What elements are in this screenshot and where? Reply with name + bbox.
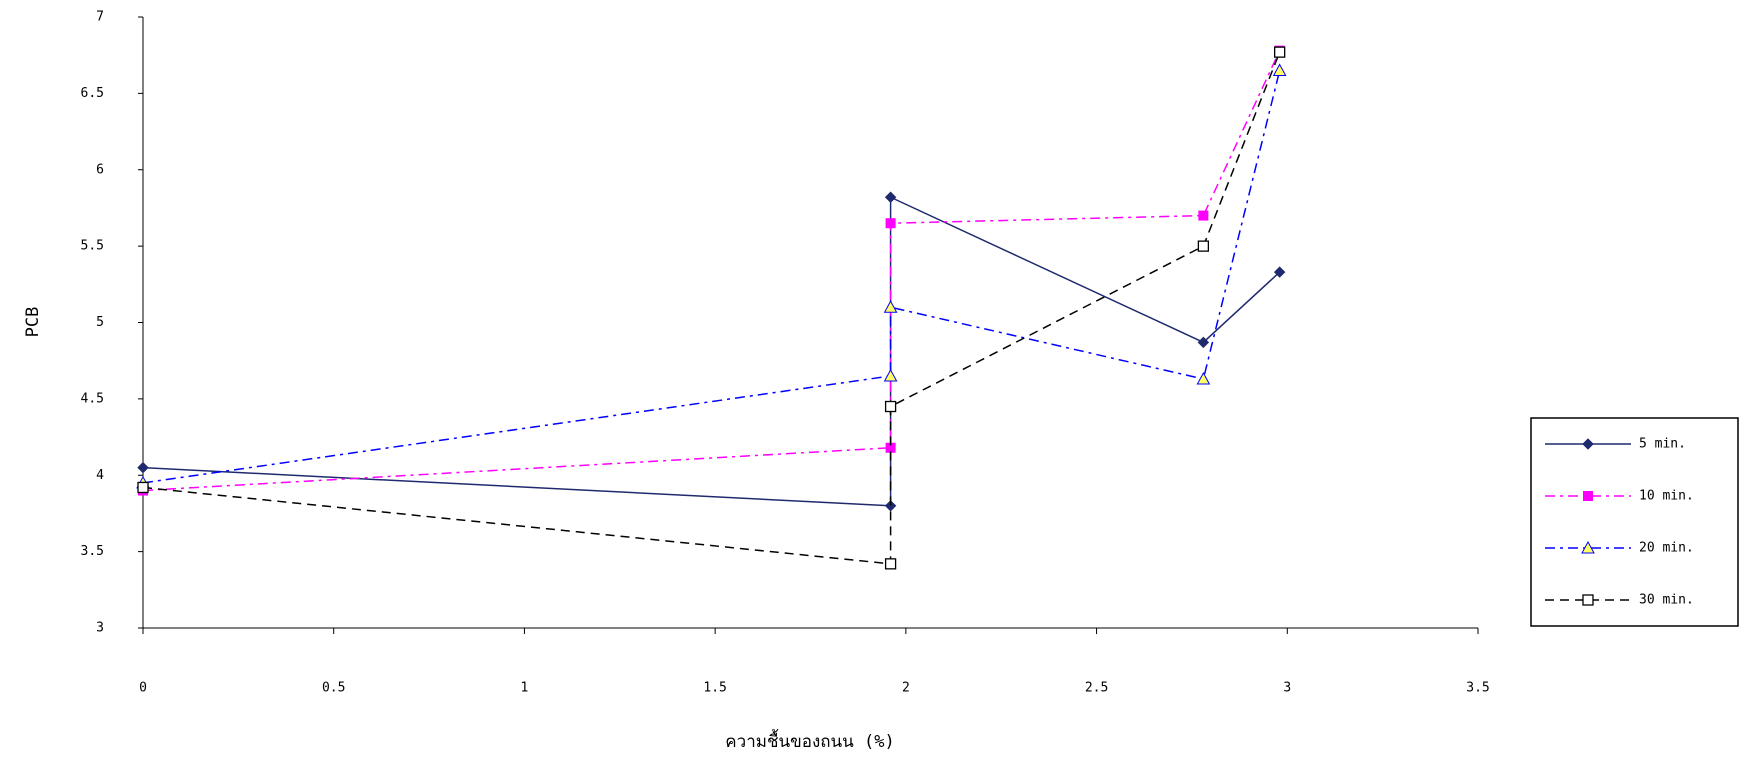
y-tick-label: 4 <box>96 468 104 483</box>
x-tick-label: 1.5 <box>703 681 726 696</box>
y-tick-label: 3 <box>96 621 104 636</box>
y-tick-label: 6.5 <box>81 86 104 101</box>
marker <box>1583 595 1593 605</box>
marker <box>138 463 148 473</box>
x-tick-label: 0.5 <box>322 681 345 696</box>
legend-label: 30 min. <box>1639 593 1694 608</box>
marker <box>885 370 897 381</box>
marker <box>886 192 896 202</box>
x-tick-label: 2 <box>902 681 910 696</box>
y-tick-label: 7 <box>96 10 104 25</box>
series-line <box>143 52 1280 564</box>
y-tick-label: 4.5 <box>81 391 104 406</box>
legend-label: 5 min. <box>1639 437 1686 452</box>
marker <box>1198 211 1208 221</box>
x-axis-title: ความชื้นของถนน (%) <box>725 729 894 752</box>
marker <box>1274 64 1286 75</box>
marker <box>886 218 896 228</box>
legend-label: 10 min. <box>1639 489 1694 504</box>
y-tick-label: 5.5 <box>81 239 104 254</box>
marker <box>138 482 148 492</box>
legend-label: 20 min. <box>1639 541 1694 556</box>
page: {"chart_data": {"type": "line", "x_label… <box>0 0 1744 760</box>
marker <box>885 301 897 312</box>
chart: ความชื้นของถนน (%) PCB 3 3.5 4 4.5 5 5.5 6 6.5 7… <box>0 0 1744 760</box>
marker <box>886 402 896 412</box>
series-line <box>143 70 1280 482</box>
marker <box>1275 47 1285 57</box>
series-line <box>143 51 1280 491</box>
marker <box>1198 241 1208 251</box>
marker <box>1197 373 1209 384</box>
series-line <box>143 197 1280 506</box>
marker <box>886 559 896 569</box>
x-tick-label: 0 <box>139 681 147 696</box>
y-tick-label: 6 <box>96 162 104 177</box>
y-tick-label: 5 <box>96 315 104 330</box>
marker <box>1583 491 1593 501</box>
legend-box <box>1531 418 1738 626</box>
y-tick-label: 3.5 <box>81 544 104 559</box>
y-axis-title: PCB <box>23 307 43 338</box>
x-tick-label: 2.5 <box>1085 681 1108 696</box>
x-tick-label: 3 <box>1283 681 1291 696</box>
x-tick-label: 1 <box>521 681 529 696</box>
x-tick-label: 3.5 <box>1466 681 1489 696</box>
